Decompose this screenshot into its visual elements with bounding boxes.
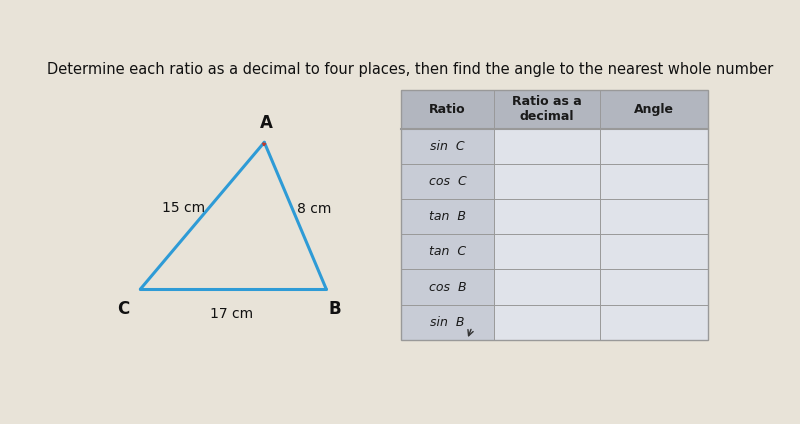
Text: 15 cm: 15 cm	[162, 201, 206, 215]
Bar	[494, 304, 707, 340]
Bar	[494, 234, 707, 270]
Text: A: A	[260, 114, 273, 132]
Bar	[401, 270, 494, 304]
Text: sin  C: sin C	[430, 140, 465, 153]
Bar	[494, 199, 707, 234]
Text: 8 cm: 8 cm	[297, 202, 331, 216]
Bar	[401, 164, 494, 199]
Text: tan  B: tan B	[429, 210, 466, 223]
Bar	[401, 90, 707, 129]
Text: Determine each ratio as a decimal to four places, then find the angle to the nea: Determine each ratio as a decimal to fou…	[47, 62, 773, 77]
Text: Angle: Angle	[634, 103, 674, 116]
Text: cos  C: cos C	[429, 175, 466, 188]
Text: 17 cm: 17 cm	[210, 307, 254, 321]
Bar	[494, 270, 707, 304]
Text: tan  C: tan C	[429, 245, 466, 258]
Bar	[401, 234, 494, 270]
Bar	[401, 129, 494, 164]
Text: Ratio as a
decimal: Ratio as a decimal	[512, 95, 582, 123]
Bar	[401, 90, 707, 340]
Text: Ratio: Ratio	[429, 103, 466, 116]
Bar	[401, 199, 494, 234]
Text: B: B	[328, 300, 341, 318]
Text: C: C	[118, 300, 130, 318]
Bar	[401, 304, 494, 340]
Text: sin  B: sin B	[430, 316, 465, 329]
Bar	[494, 164, 707, 199]
Bar	[494, 129, 707, 164]
Text: cos  B: cos B	[429, 281, 466, 293]
